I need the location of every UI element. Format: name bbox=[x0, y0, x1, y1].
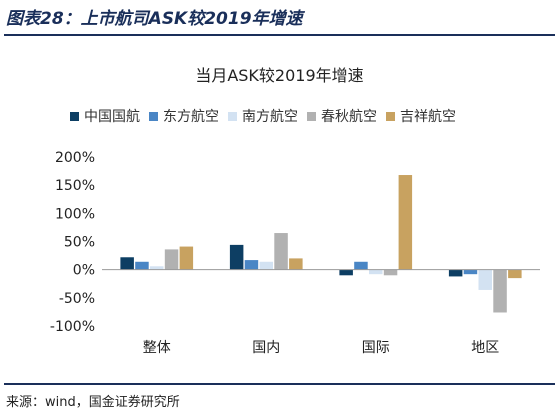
x-tick-label: 地区 bbox=[471, 340, 499, 356]
legend-item-china-eastern: 东方航空 bbox=[149, 106, 219, 126]
y-tick-label: 150% bbox=[55, 178, 95, 194]
bar bbox=[493, 269, 507, 313]
bar bbox=[463, 269, 478, 275]
legend-swatch bbox=[228, 111, 237, 121]
y-tick-label: 100% bbox=[55, 206, 95, 222]
legend-item-air-china: 中国国航 bbox=[70, 106, 140, 126]
legend-item-spring-airlines: 春秋航空 bbox=[307, 106, 377, 126]
chart-title: 当月ASK较2019年增速 bbox=[195, 66, 364, 85]
y-tick-label: 200% bbox=[55, 150, 95, 166]
bar bbox=[120, 257, 134, 270]
legend-label: 南方航空 bbox=[242, 109, 298, 125]
y-tick-label: -50% bbox=[59, 291, 95, 307]
bar bbox=[135, 261, 149, 270]
bar bbox=[244, 260, 259, 270]
legend-swatch bbox=[307, 111, 316, 121]
figure-title: 图表28：上市航司ASK较2019年增速 bbox=[6, 9, 303, 29]
legend-swatch bbox=[149, 111, 158, 121]
bar bbox=[164, 249, 179, 270]
bottom-divider bbox=[4, 383, 555, 385]
legend-item-juneyao-airlines: 吉祥航空 bbox=[386, 106, 456, 126]
y-tick-label: 0% bbox=[73, 263, 95, 279]
bar bbox=[508, 269, 522, 279]
x-tick-label: 国际 bbox=[362, 340, 390, 356]
source-note: 来源：wind，国金证券研究所 bbox=[6, 395, 180, 410]
legend-label: 中国国航 bbox=[84, 109, 140, 125]
legend-label: 吉祥航空 bbox=[400, 109, 456, 125]
bar bbox=[289, 258, 303, 270]
x-tick-label: 整体 bbox=[143, 340, 171, 356]
bar bbox=[369, 269, 383, 275]
bar bbox=[339, 269, 353, 276]
legend-item-china-southern: 南方航空 bbox=[228, 106, 298, 126]
bar bbox=[229, 244, 244, 270]
bar bbox=[448, 269, 463, 277]
legend-label: 东方航空 bbox=[163, 109, 219, 125]
legend: 中国国航 东方航空 南方航空 春秋航空 吉祥航空 bbox=[70, 106, 465, 126]
bar bbox=[354, 261, 368, 270]
bar bbox=[259, 261, 273, 270]
bar bbox=[274, 233, 288, 270]
top-divider bbox=[4, 34, 555, 36]
bar bbox=[478, 269, 492, 290]
legend-swatch bbox=[386, 111, 395, 121]
y-tick-label: -100% bbox=[50, 319, 95, 335]
x-tick-label: 国内 bbox=[252, 340, 280, 356]
legend-swatch bbox=[70, 111, 79, 121]
bar bbox=[150, 266, 164, 270]
legend-label: 春秋航空 bbox=[321, 109, 377, 125]
bar bbox=[383, 269, 398, 276]
bar bbox=[398, 175, 413, 270]
y-tick-label: 50% bbox=[64, 235, 95, 251]
bar bbox=[179, 246, 194, 270]
